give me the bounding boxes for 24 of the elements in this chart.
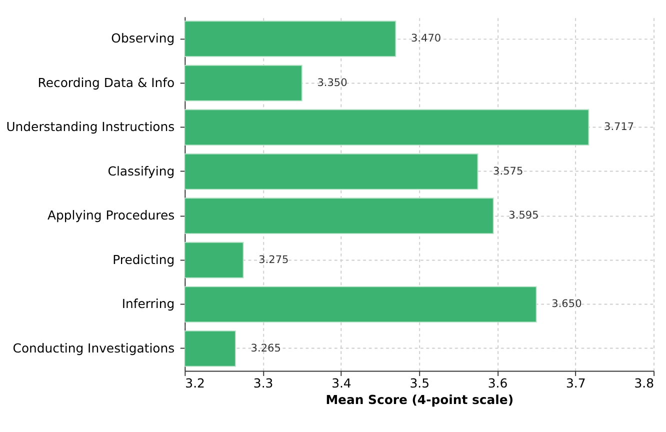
data-label: 3.650 [552, 298, 582, 310]
data-label: 3.717 [604, 121, 634, 134]
data-label: 3.470 [410, 32, 442, 45]
x-tick-label: 3.2 [185, 376, 205, 391]
y-tick-label: Inferring [122, 296, 175, 312]
x-tick-label: 3.6 [488, 376, 508, 391]
data-label: 3.275 [258, 254, 289, 266]
y-tick-label: Classifying [108, 163, 175, 178]
x-tick-label: 3.5 [410, 376, 430, 391]
x-tick-label: 3.3 [253, 376, 274, 391]
y-tick-label: Recording Data & Info [38, 74, 175, 90]
y-tick-label: Conducting Investigations [12, 340, 175, 356]
y-tick-label: Predicting [112, 252, 175, 267]
y-tick-label: Observing [111, 30, 175, 46]
x-tick-label: 3.4 [332, 376, 352, 391]
data-label: 3.265 [250, 342, 281, 354]
x-axis-title: Mean Score (4-point scale) [326, 392, 514, 407]
y-tick-label: Understanding Instructions [6, 119, 175, 134]
x-tick-label: 3.7 [566, 376, 586, 391]
y-tick-label: Applying Procedures [48, 208, 175, 223]
data-label: 3.595 [508, 210, 539, 222]
data-label: 3.350 [317, 76, 348, 89]
data-label: 3.575 [493, 165, 524, 178]
x-tick-label: 3.8 [634, 376, 654, 391]
